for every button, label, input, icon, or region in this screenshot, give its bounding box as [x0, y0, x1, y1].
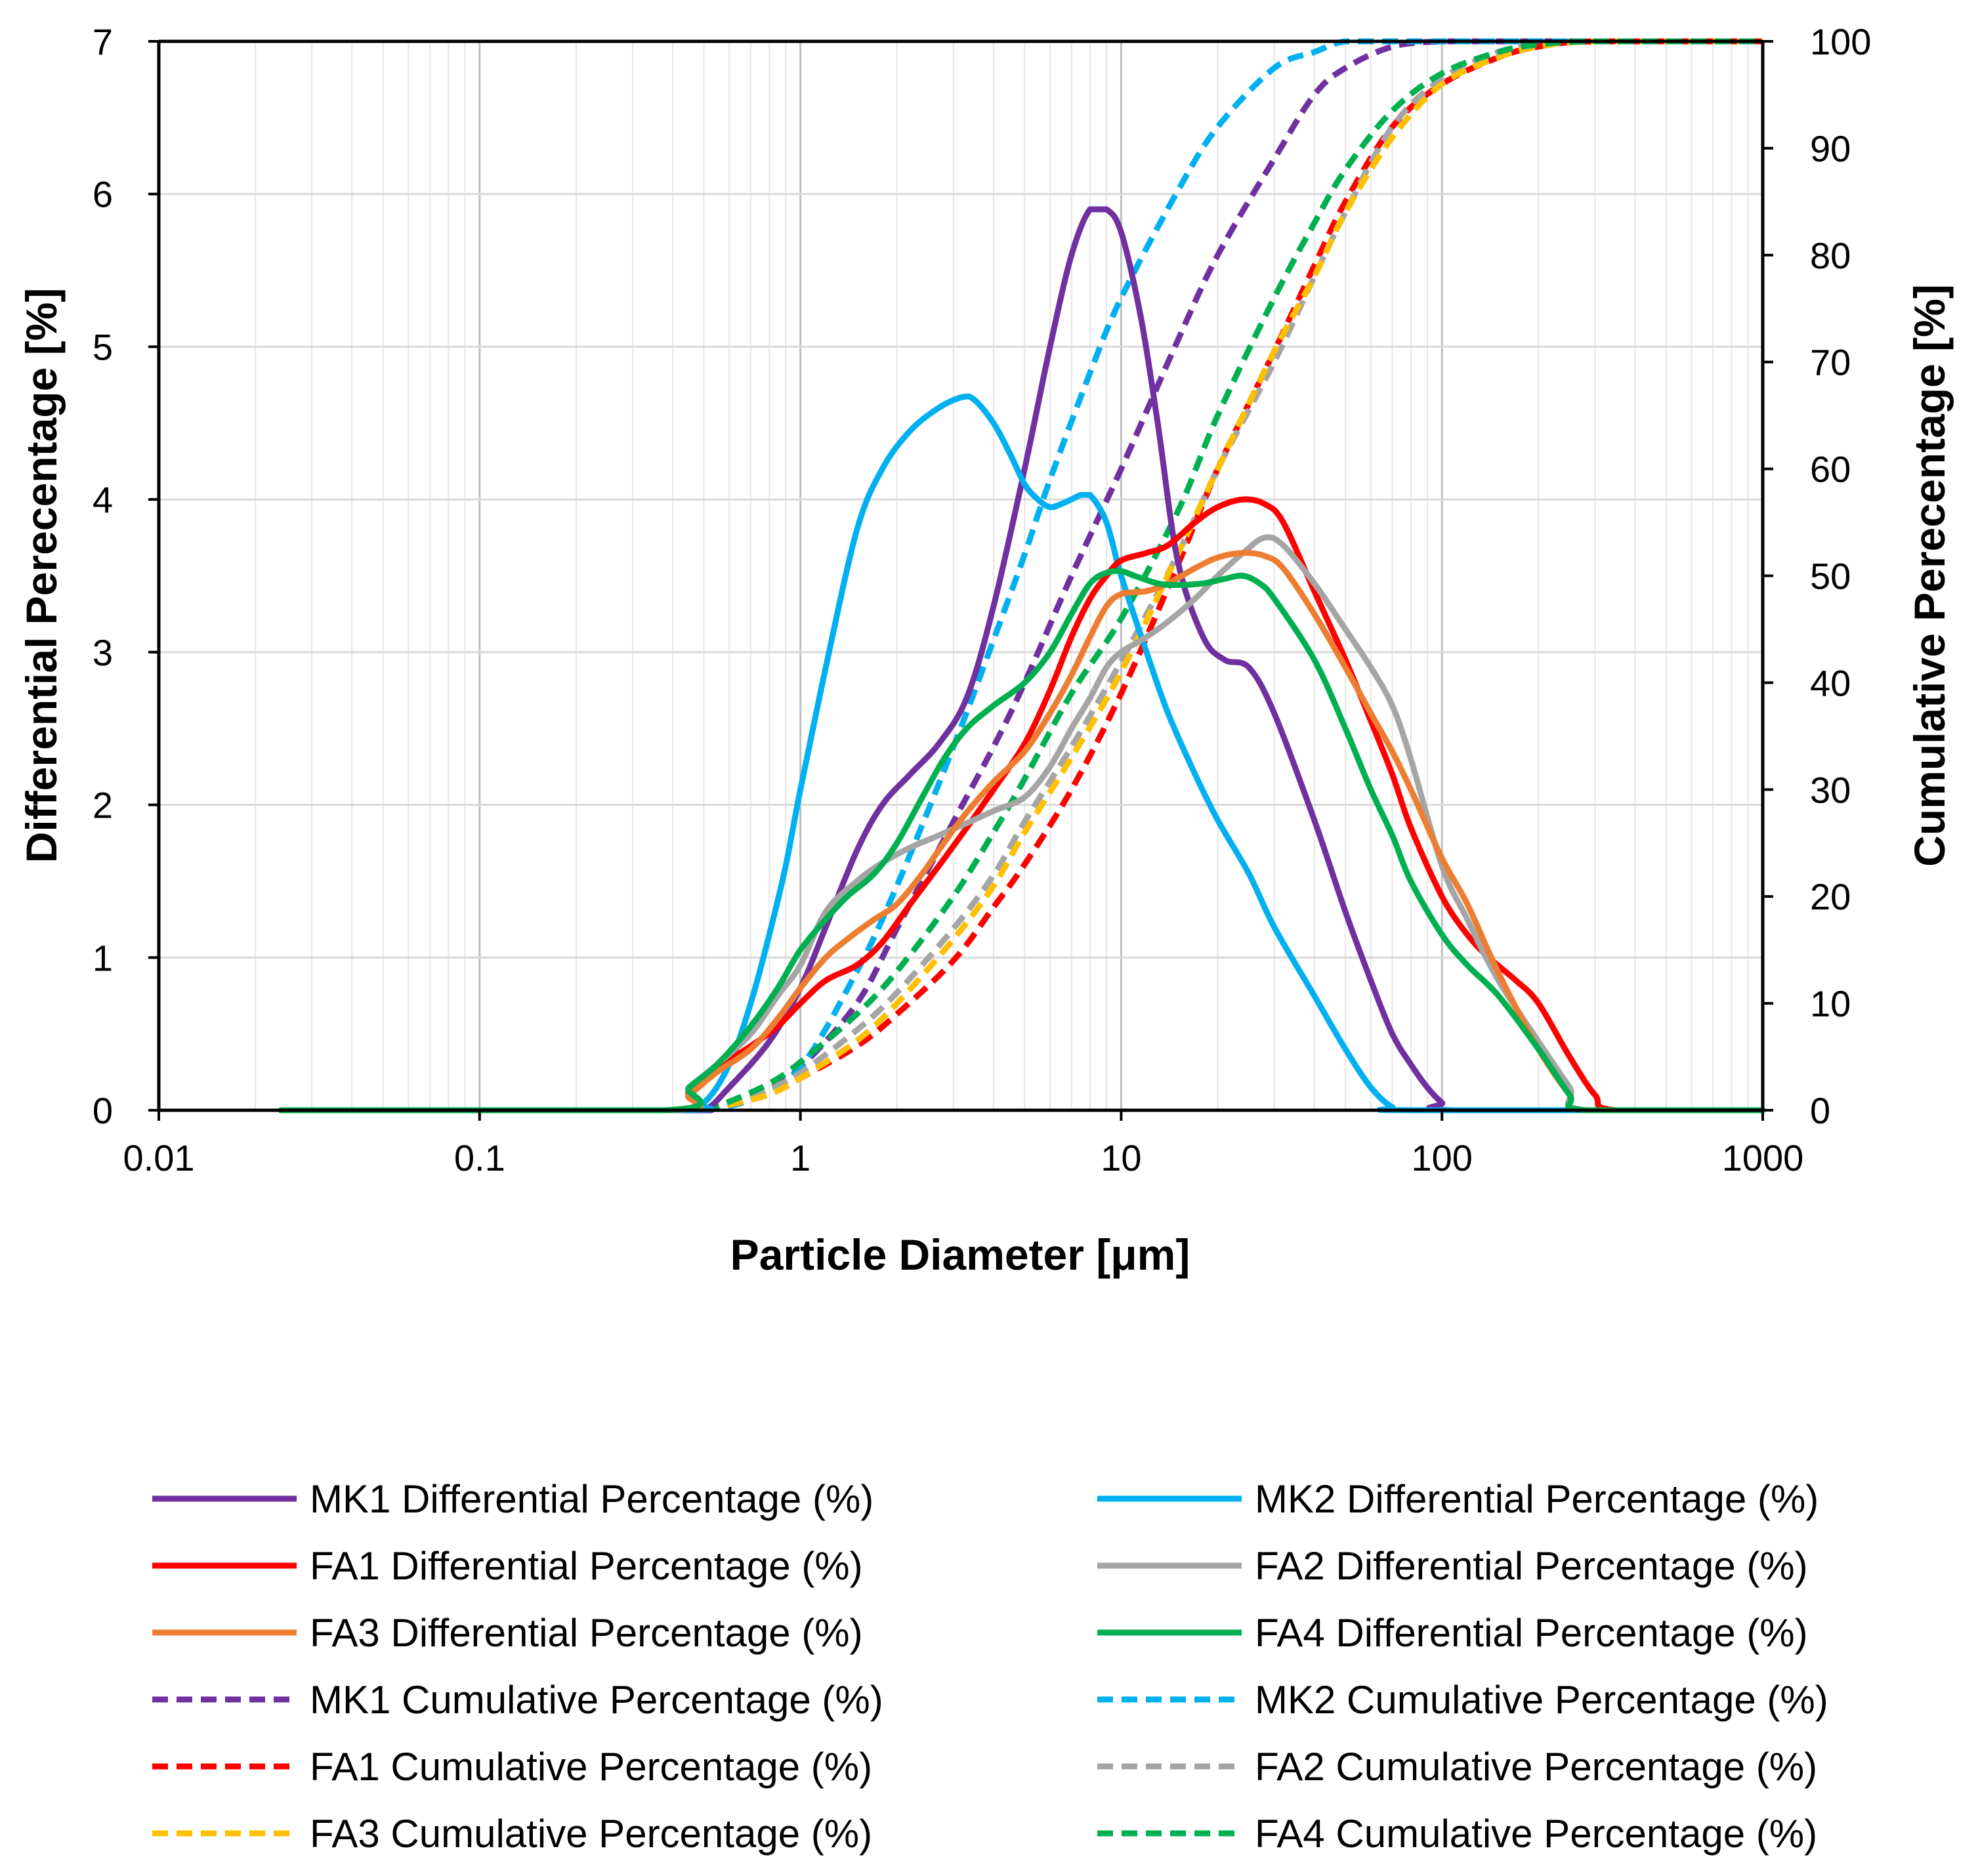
legend-label: FA1 Differential Percentage (%)	[310, 1544, 863, 1588]
legend-label: FA4 Differential Percentage (%)	[1255, 1611, 1808, 1655]
legend-label: FA3 Cumulative Percentage (%)	[310, 1812, 872, 1856]
y-axis-left-title: Differential Perecentage [%]	[17, 288, 66, 864]
legend-label: MK1 Cumulative Percentage (%)	[310, 1678, 883, 1722]
y-left-tick-label: 7	[93, 21, 113, 62]
series-line-mk1-differential	[278, 206, 1766, 1114]
legend-label: FA3 Differential Percentage (%)	[310, 1611, 863, 1655]
x-tick-label: 1000	[1722, 1137, 1804, 1178]
legend-item: FA2 Differential Percentage (%)	[1097, 1544, 1808, 1588]
legend-item: FA4 Differential Percentage (%)	[1097, 1611, 1808, 1655]
x-axis-title: Particle Diameter [μm]	[730, 1230, 1190, 1279]
series-lines	[278, 38, 1766, 1114]
series-line-fa2-differential	[278, 534, 1766, 1114]
legend-label: FA1 Cumulative Percentage (%)	[310, 1745, 872, 1789]
legend-item: FA1 Differential Percentage (%)	[152, 1544, 863, 1588]
x-tick-label: 100	[1411, 1137, 1472, 1178]
y-right-tick-label: 20	[1810, 876, 1851, 917]
x-tick-label: 10	[1101, 1137, 1141, 1178]
y-right-tick-label: 100	[1810, 21, 1871, 62]
legend-item: MK2 Cumulative Percentage (%)	[1097, 1678, 1828, 1722]
legend-label: FA2 Differential Percentage (%)	[1255, 1544, 1808, 1588]
x-tick-label: 1	[790, 1137, 810, 1178]
legend-label: MK1 Differential Percentage (%)	[310, 1477, 873, 1521]
tick-labels: 0.01 0.1 1 10 100 100001234567010203040506070…	[93, 21, 1872, 1178]
y-left-tick-label: 3	[93, 632, 113, 673]
legend-item: FA1 Cumulative Percentage (%)	[152, 1745, 872, 1789]
y-left-tick-label: 5	[93, 326, 113, 367]
legend: MK1 Differential Percentage (%) MK2 Diffe…	[152, 1477, 1828, 1856]
legend-item: FA2 Cumulative Percentage (%)	[1097, 1745, 1817, 1789]
y-right-tick-label: 70	[1810, 342, 1851, 383]
legend-item: MK2 Differential Percentage (%)	[1097, 1477, 1819, 1521]
y-right-tick-label: 10	[1810, 983, 1851, 1024]
series-line-mk2-cumulative	[703, 38, 1763, 1114]
y-right-tick-label: 90	[1810, 128, 1851, 169]
y-right-tick-label: 80	[1810, 235, 1851, 276]
legend-item: FA3 Cumulative Percentage (%)	[152, 1812, 872, 1856]
y-left-tick-label: 2	[93, 785, 113, 826]
legend-label: FA4 Cumulative Percentage (%)	[1255, 1812, 1817, 1856]
y-right-tick-label: 60	[1810, 449, 1851, 490]
legend-item: MK1 Differential Percentage (%)	[152, 1477, 873, 1521]
legend-item: MK1 Cumulative Percentage (%)	[152, 1678, 883, 1722]
series-line-fa2-cumulative	[703, 38, 1763, 1114]
y-axis-right-title: Cumulative Perecentage [%]	[1905, 284, 1954, 867]
y-left-tick-label: 1	[93, 937, 113, 978]
legend-label: MK2 Differential Percentage (%)	[1255, 1477, 1819, 1521]
legend-label: FA2 Cumulative Percentage (%)	[1255, 1745, 1817, 1789]
y-left-tick-label: 0	[93, 1090, 113, 1131]
y-left-tick-label: 6	[93, 174, 113, 215]
grid	[158, 40, 1764, 1112]
legend-item: FA3 Differential Percentage (%)	[152, 1611, 863, 1655]
x-tick-label: 0.01	[123, 1137, 195, 1178]
y-right-tick-label: 40	[1810, 662, 1851, 703]
series-line-fa4-differential	[278, 568, 1766, 1114]
y-left-tick-label: 4	[93, 479, 113, 520]
y-right-tick-label: 30	[1810, 769, 1851, 810]
series-line-mk2-differential	[278, 393, 1766, 1114]
series-line-fa3-differential	[278, 550, 1766, 1114]
axes	[157, 39, 1765, 1112]
legend-item: FA4 Cumulative Percentage (%)	[1097, 1812, 1817, 1856]
x-tick-label: 0.1	[454, 1137, 505, 1178]
y-right-tick-label: 50	[1810, 556, 1851, 597]
y-right-tick-label: 0	[1810, 1090, 1830, 1131]
legend-label: MK2 Cumulative Percentage (%)	[1255, 1678, 1828, 1722]
